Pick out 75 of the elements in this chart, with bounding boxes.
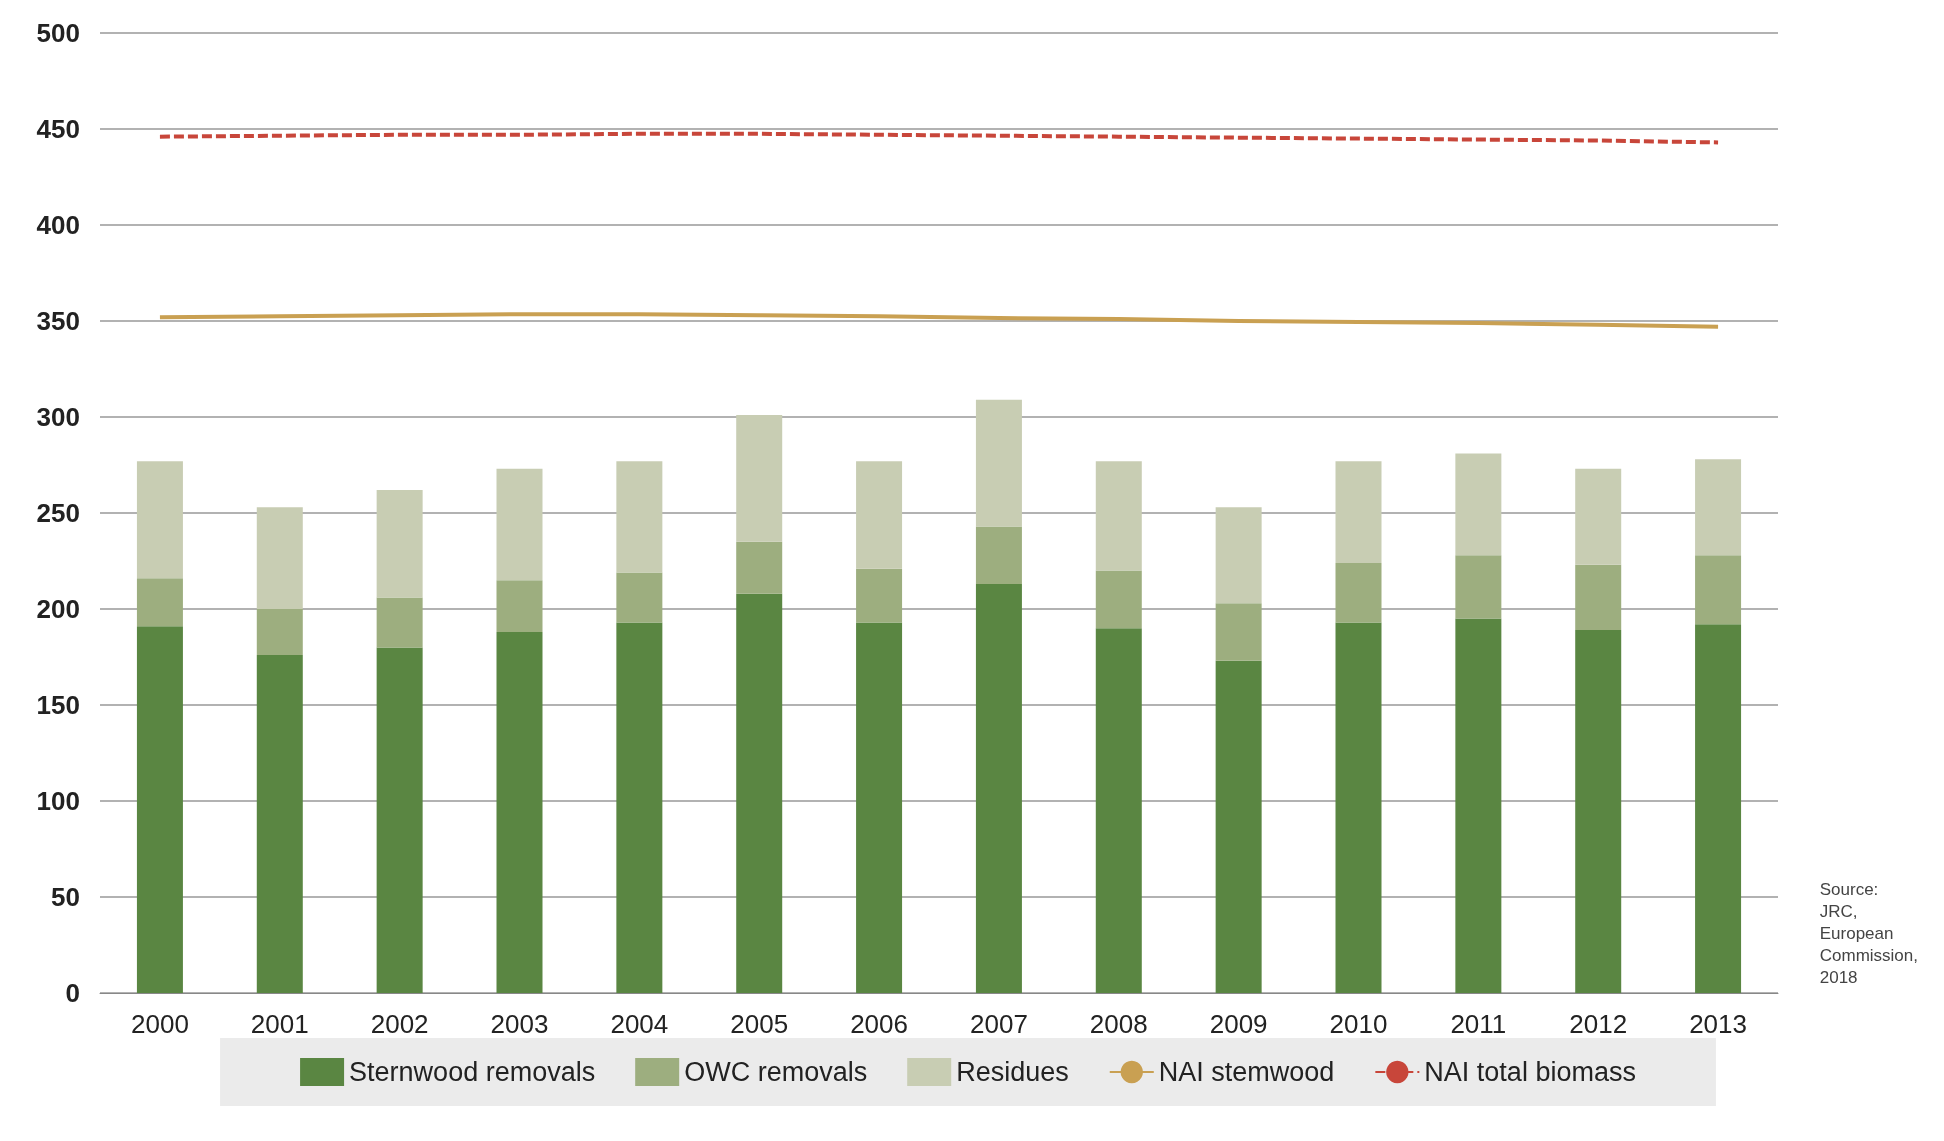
bar bbox=[856, 622, 903, 993]
bar bbox=[1575, 630, 1622, 993]
bar bbox=[1095, 461, 1142, 571]
x-tick-label: 2002 bbox=[370, 1009, 429, 1039]
bar bbox=[136, 461, 183, 579]
bar bbox=[376, 489, 423, 598]
bar bbox=[136, 626, 183, 993]
bar bbox=[1335, 562, 1382, 623]
y-tick-label: 200 bbox=[36, 594, 80, 624]
y-tick-label: 50 bbox=[51, 882, 80, 912]
x-tick-label: 2003 bbox=[490, 1009, 549, 1039]
x-tick-label: 2006 bbox=[850, 1009, 908, 1039]
bar bbox=[616, 572, 663, 623]
bar bbox=[136, 578, 183, 627]
bar bbox=[256, 507, 303, 609]
bar bbox=[1095, 570, 1142, 629]
x-tick-label: 2008 bbox=[1089, 1009, 1148, 1039]
x-tick-label: 2001 bbox=[250, 1009, 309, 1039]
x-tick-label: 2010 bbox=[1329, 1009, 1388, 1039]
x-tick-label: 2007 bbox=[970, 1009, 1028, 1039]
x-tick-label: 2009 bbox=[1209, 1009, 1268, 1039]
bar bbox=[736, 415, 783, 542]
x-tick-label: 2004 bbox=[610, 1009, 669, 1039]
bar bbox=[856, 568, 903, 623]
bar bbox=[256, 609, 303, 656]
bar bbox=[975, 526, 1022, 585]
y-tick-label: 450 bbox=[36, 114, 80, 144]
legend-label: OWC removals bbox=[684, 1057, 868, 1087]
y-tick-label: 500 bbox=[36, 18, 80, 48]
bar bbox=[975, 399, 1022, 527]
bar bbox=[856, 461, 903, 569]
legend-label: Residues bbox=[956, 1057, 1069, 1087]
bar bbox=[496, 468, 543, 581]
line-series bbox=[157, 312, 1721, 329]
bar bbox=[1215, 507, 1262, 604]
x-tick-label: 2000 bbox=[131, 1009, 189, 1039]
y-tick-label: 400 bbox=[36, 210, 80, 240]
x-tick-label: 2005 bbox=[730, 1009, 789, 1039]
bar bbox=[1455, 453, 1502, 556]
bar bbox=[496, 580, 543, 633]
bar bbox=[496, 632, 543, 993]
bar bbox=[1695, 624, 1742, 993]
bar bbox=[1455, 618, 1502, 993]
bar bbox=[616, 461, 663, 573]
y-tick-label: 150 bbox=[36, 690, 80, 720]
x-tick-label: 2013 bbox=[1689, 1009, 1747, 1039]
bar bbox=[1695, 459, 1742, 556]
x-tick-label: 2011 bbox=[1450, 1009, 1507, 1039]
y-tick-label: 100 bbox=[36, 786, 80, 816]
bar bbox=[1455, 555, 1502, 619]
bar bbox=[1335, 461, 1382, 563]
bar bbox=[975, 584, 1022, 993]
legend-label: Sternwood removals bbox=[349, 1057, 596, 1087]
bar bbox=[616, 622, 663, 993]
bar bbox=[1575, 564, 1622, 631]
legend-label: NAI stemwood bbox=[1158, 1057, 1335, 1087]
bar bbox=[736, 541, 783, 594]
bar bbox=[1335, 622, 1382, 993]
y-tick-label: 350 bbox=[36, 306, 80, 336]
line-series bbox=[157, 131, 1721, 145]
bar bbox=[1695, 555, 1742, 625]
bar bbox=[376, 647, 423, 993]
y-tick-label: 250 bbox=[36, 498, 80, 528]
legend-label: NAI total biomass bbox=[1424, 1057, 1636, 1087]
bar bbox=[1575, 468, 1622, 565]
y-tick-label: 0 bbox=[65, 978, 80, 1008]
bar bbox=[1215, 603, 1262, 661]
bar bbox=[1095, 628, 1142, 993]
bar bbox=[376, 597, 423, 648]
x-tick-label: 2012 bbox=[1569, 1009, 1628, 1039]
y-tick-label: 300 bbox=[36, 402, 80, 432]
bar bbox=[256, 655, 303, 993]
bar bbox=[1215, 660, 1262, 993]
bar bbox=[736, 593, 783, 993]
source-note: Source: JRC, European Commission, 2018 bbox=[1819, 879, 1919, 987]
